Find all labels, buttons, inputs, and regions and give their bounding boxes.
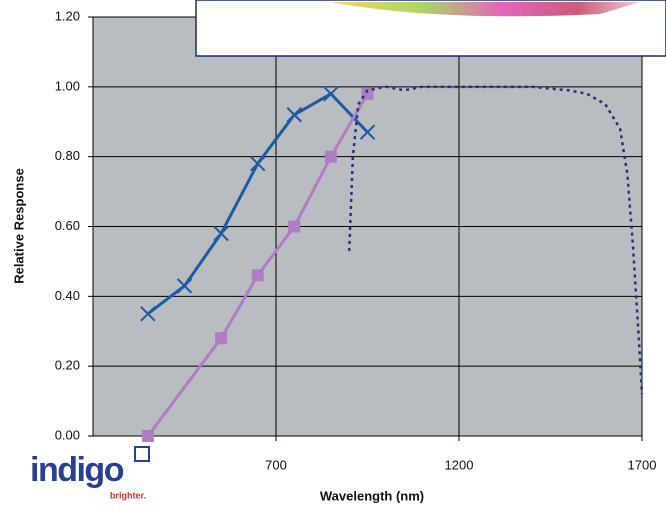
y-tick-label: 1.00 [55, 78, 80, 93]
y-tick-label: 0.00 [55, 427, 80, 442]
point-marker [176, 278, 193, 294]
series-line [347, 85, 644, 395]
point-marker [288, 220, 301, 233]
y-tick-label: 0.60 [55, 218, 80, 233]
x-axis-label: Wavelength (nm) [320, 488, 424, 503]
point-marker [359, 124, 376, 140]
y-tick-label: 0.40 [55, 288, 80, 303]
point-marker [323, 86, 339, 102]
y-tick-label: 1.20 [55, 8, 80, 23]
x-tick-label: 1200 [445, 457, 474, 472]
x-tick-label: 1700 [628, 457, 657, 472]
y-tick-label: 0.20 [55, 358, 80, 373]
x-tick-label: 700 [265, 457, 287, 472]
y-tick-label: 0.80 [55, 148, 80, 163]
logo-tagline: brighter. [110, 490, 146, 500]
point-marker [286, 107, 303, 123]
point-marker [141, 430, 154, 442]
point-marker [215, 332, 228, 345]
point-marker [249, 155, 266, 172]
point-marker [140, 306, 156, 322]
point-marker [213, 225, 229, 242]
y-axis-label: Relative Response [11, 168, 26, 284]
rainbow-image [330, 2, 640, 17]
point-marker [324, 150, 337, 163]
point-marker [251, 269, 264, 282]
logo-name: indigo [30, 451, 124, 489]
series-line [146, 93, 369, 437]
logo-icon [134, 446, 150, 462]
